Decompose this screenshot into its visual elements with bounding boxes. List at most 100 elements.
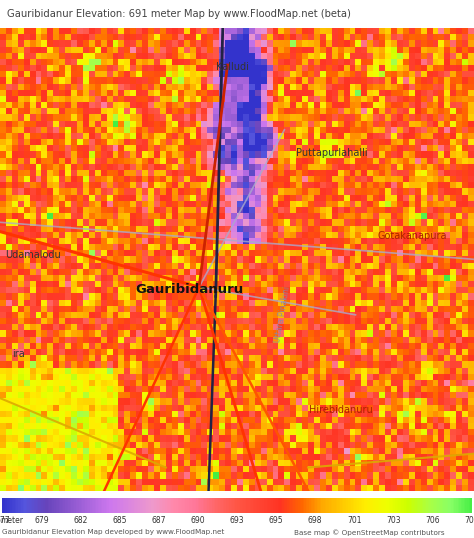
Text: 701: 701: [347, 516, 362, 525]
Bar: [387, 498, 389, 513]
Bar: [400, 498, 401, 513]
Bar: [436, 498, 438, 513]
Bar: [437, 498, 439, 513]
Bar: [181, 498, 182, 513]
Text: Kalludi: Kalludi: [216, 62, 249, 72]
Bar: [34, 498, 36, 513]
Bar: [2, 498, 4, 513]
Bar: [412, 498, 414, 513]
Bar: [193, 498, 195, 513]
Bar: [455, 498, 456, 513]
Bar: [373, 498, 375, 513]
Bar: [304, 498, 306, 513]
Bar: [43, 498, 45, 513]
Bar: [185, 498, 187, 513]
Bar: [348, 498, 350, 513]
Bar: [296, 498, 299, 513]
Bar: [334, 498, 336, 513]
Bar: [468, 498, 471, 513]
Bar: [66, 498, 69, 513]
Bar: [379, 498, 382, 513]
Bar: [223, 498, 225, 513]
Bar: [353, 498, 355, 513]
Bar: [228, 498, 229, 513]
Text: Base map © OpenStreetMap contributors: Base map © OpenStreetMap contributors: [294, 529, 445, 536]
Bar: [256, 498, 258, 513]
Bar: [12, 498, 14, 513]
Bar: [124, 498, 127, 513]
Bar: [62, 498, 64, 513]
Bar: [439, 498, 441, 513]
Bar: [385, 498, 388, 513]
Bar: [17, 498, 18, 513]
Bar: [423, 498, 425, 513]
Bar: [128, 498, 129, 513]
Bar: [55, 498, 57, 513]
Bar: [361, 498, 363, 513]
Bar: [65, 498, 67, 513]
Bar: [245, 498, 247, 513]
Bar: [365, 498, 367, 513]
Bar: [283, 498, 284, 513]
Bar: [153, 498, 155, 513]
Bar: [278, 498, 280, 513]
Bar: [467, 498, 469, 513]
Bar: [292, 498, 294, 513]
Bar: [251, 498, 253, 513]
Bar: [276, 498, 278, 513]
Bar: [165, 498, 167, 513]
Bar: [221, 498, 223, 513]
Bar: [195, 498, 197, 513]
Bar: [315, 498, 317, 513]
Bar: [70, 498, 72, 513]
Bar: [13, 498, 15, 513]
Bar: [129, 498, 131, 513]
Bar: [314, 498, 316, 513]
Text: ira: ira: [13, 349, 25, 359]
Bar: [434, 498, 436, 513]
Bar: [213, 498, 216, 513]
Text: meter: meter: [0, 516, 23, 525]
Bar: [450, 498, 452, 513]
Bar: [54, 498, 56, 513]
Bar: [26, 498, 28, 513]
Bar: [91, 498, 93, 513]
Bar: [174, 498, 176, 513]
Bar: [346, 498, 348, 513]
Bar: [393, 498, 395, 513]
Bar: [30, 498, 33, 513]
Bar: [461, 498, 463, 513]
Bar: [51, 498, 53, 513]
Bar: [123, 498, 125, 513]
Bar: [390, 498, 392, 513]
Bar: [88, 498, 91, 513]
Text: Hirebidanuru: Hirebidanuru: [310, 405, 373, 415]
Bar: [29, 498, 31, 513]
Bar: [319, 498, 320, 513]
Bar: [40, 498, 42, 513]
Bar: [401, 498, 403, 513]
Bar: [168, 498, 170, 513]
Bar: [425, 498, 427, 513]
Bar: [140, 498, 142, 513]
Bar: [465, 498, 467, 513]
Bar: [210, 498, 212, 513]
Bar: [234, 498, 236, 513]
Bar: [321, 498, 323, 513]
Bar: [317, 498, 319, 513]
Bar: [357, 498, 359, 513]
Bar: [354, 498, 356, 513]
Text: 677: 677: [0, 516, 9, 525]
Bar: [395, 498, 397, 513]
Bar: [359, 498, 361, 513]
Bar: [121, 498, 123, 513]
Bar: [68, 498, 70, 513]
Bar: [293, 498, 295, 513]
Bar: [126, 498, 128, 513]
Bar: [332, 498, 335, 513]
Bar: [145, 498, 147, 513]
Bar: [236, 498, 237, 513]
Bar: [79, 498, 81, 513]
Bar: [462, 498, 464, 513]
Bar: [442, 498, 444, 513]
